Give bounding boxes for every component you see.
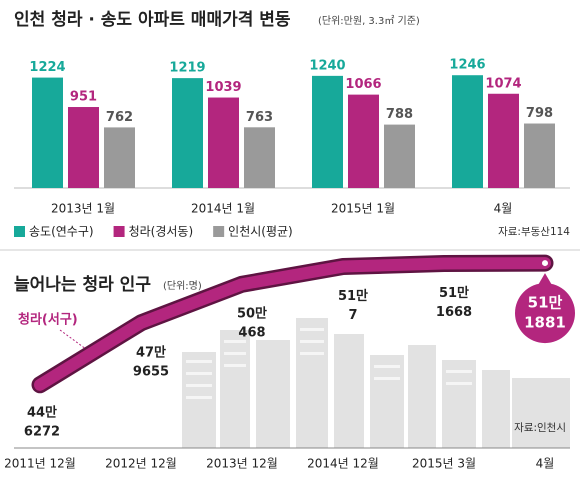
callout	[515, 283, 575, 344]
x-tick-label: 2014년 12월	[307, 457, 379, 471]
line	[34, 257, 551, 391]
x-tick-label: 4월	[494, 202, 513, 216]
building-windows	[186, 328, 472, 399]
value-label: 7	[348, 308, 357, 323]
chart-title: 늘어나는 청라 인구	[14, 274, 151, 295]
value-label: 1039	[205, 80, 241, 95]
source: 자료:부동산114	[498, 226, 570, 238]
value-label: 51만	[338, 288, 368, 304]
source: 자료:인천시	[514, 422, 566, 434]
bar	[488, 93, 519, 188]
x-tick-label: 4월	[536, 457, 555, 471]
series-label: 청라(서구)	[18, 312, 78, 328]
value-label: 951	[70, 90, 97, 105]
x-tick-label: 2015년 1월	[331, 202, 395, 216]
value-label: 50만	[237, 306, 267, 322]
chart-subtitle: (단위:명)	[163, 279, 202, 292]
bar	[312, 75, 343, 188]
end-point	[540, 258, 550, 269]
value-label: 762	[106, 110, 133, 125]
legend-swatch	[14, 226, 25, 237]
bar	[32, 77, 63, 188]
bar	[104, 127, 135, 188]
legend-swatch	[213, 226, 225, 237]
value-label: 47만	[136, 344, 166, 360]
buildings	[182, 318, 570, 448]
value-label: 1240	[309, 58, 345, 73]
x-tick-label: 2014년 1월	[191, 202, 255, 216]
bar	[208, 97, 239, 188]
value-label: 468	[238, 326, 265, 341]
bar	[524, 123, 555, 188]
value-label: 1066	[345, 77, 381, 92]
bar	[348, 94, 379, 188]
value-label: 788	[386, 107, 413, 122]
x-tick-label: 2013년 12월	[206, 457, 278, 471]
legend-label: 청라(경서동)	[129, 225, 194, 239]
value-label: 763	[246, 110, 273, 125]
value-label: 1246	[449, 58, 485, 73]
x-tick-label: 2012년 12월	[105, 457, 177, 471]
chart-title: 인천 청라 · 송도 아파트 매매가격 변동	[14, 9, 291, 30]
value-label: 798	[526, 106, 553, 121]
value-label: 9655	[133, 364, 169, 379]
bar	[452, 75, 483, 188]
legend-label: 송도(연수구)	[29, 225, 94, 239]
legend-swatch	[113, 226, 125, 237]
value-label: 1668	[436, 305, 472, 320]
bar	[384, 124, 415, 188]
value-label: 1074	[485, 76, 521, 91]
callout-pointer	[538, 273, 552, 286]
x-tick-label: 2011년 12월	[4, 457, 76, 471]
value-label: 44만	[27, 404, 57, 420]
bar	[172, 78, 203, 188]
value-label: 51만	[439, 285, 469, 301]
bar	[68, 107, 99, 188]
x-tick-label: 2013년 1월	[51, 202, 115, 216]
chart-subtitle: (단위:만원, 3.3㎡ 기준)	[318, 14, 420, 27]
value-label: 6272	[24, 424, 60, 439]
x-tick-label: 2015년 3월	[412, 457, 476, 471]
value-label: 51만	[528, 294, 563, 312]
value-label: 1219	[169, 61, 205, 76]
legend-label: 인천시(평균)	[228, 224, 293, 239]
value-label: 1224	[29, 60, 65, 75]
value-label: 1881	[524, 314, 566, 332]
bar	[244, 127, 275, 188]
